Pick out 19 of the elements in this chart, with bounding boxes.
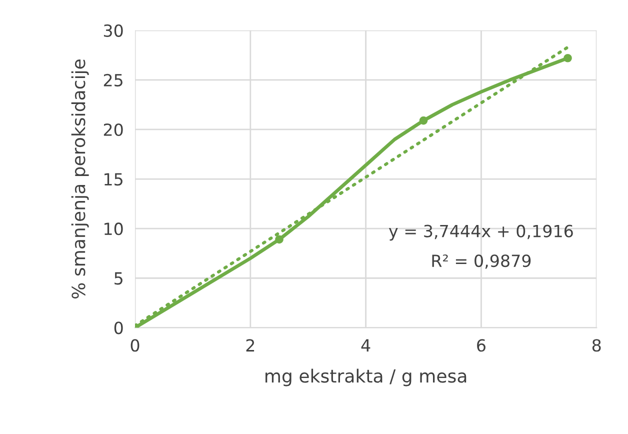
- x-tick-label: 8: [592, 339, 601, 352]
- annotation: y = 3,7444x + 0,1916: [388, 224, 573, 241]
- annotation: R² = 0,9879: [432, 254, 531, 269]
- x-tick-label: 6: [477, 339, 486, 352]
- point: [275, 235, 284, 244]
- y-tick-label: 10: [104, 222, 123, 236]
- x-tick-label: 0: [130, 339, 140, 352]
- x-tick-label: 4: [361, 339, 370, 352]
- x-tick-label: 2: [246, 339, 254, 352]
- y-tick-label: 5: [114, 272, 122, 285]
- y-tick-label: 30: [104, 24, 123, 37]
- point: [564, 54, 572, 62]
- y-tick-label: 20: [104, 123, 123, 136]
- point: [419, 116, 428, 125]
- y-axis-title: % smanjenja peroksidacije: [71, 60, 89, 298]
- x-axis-title: mg ekstrakta / g mesa: [266, 368, 466, 386]
- y-tick-label: 0: [114, 322, 123, 334]
- y-tick-label: 15: [104, 173, 122, 186]
- y-tick-label: 25: [104, 74, 122, 86]
